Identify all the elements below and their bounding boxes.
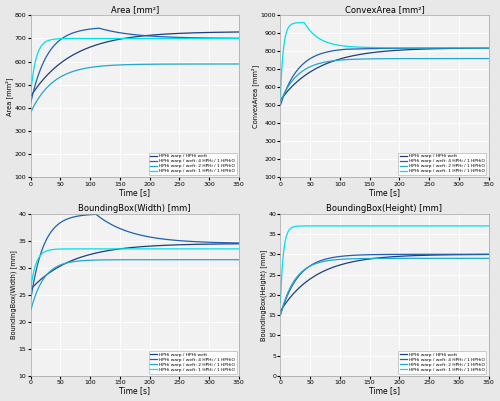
X-axis label: Time [s]: Time [s] <box>119 387 150 395</box>
Y-axis label: BoundingBox(Width) [mm]: BoundingBox(Width) [mm] <box>10 250 17 339</box>
X-axis label: Time [s]: Time [s] <box>119 188 150 197</box>
Title: BoundingBox(Width) [mm]: BoundingBox(Width) [mm] <box>78 204 191 213</box>
Title: Area [mm²]: Area [mm²] <box>110 6 159 14</box>
Y-axis label: ConvexArea [mm²]: ConvexArea [mm²] <box>252 65 260 128</box>
Legend: HPHi warp / HPHi weft, HPHi warp / weft: 4 HPHi / 1 HPHiO, HPHi warp / weft: 2 H: HPHi warp / HPHi weft, HPHi warp / weft:… <box>148 153 236 175</box>
Legend: HPHi warp / HPHi weft, HPHi warp / weft: 4 HPHi / 1 HPHiO, HPHi warp / weft: 2 H: HPHi warp / HPHi weft, HPHi warp / weft:… <box>398 351 486 374</box>
X-axis label: Time [s]: Time [s] <box>369 188 400 197</box>
X-axis label: Time [s]: Time [s] <box>369 387 400 395</box>
Y-axis label: BoundingBox(Height) [mm]: BoundingBox(Height) [mm] <box>260 249 267 340</box>
Legend: HPHi warp / HPHi weft, HPHi warp / weft: 4 HPHi / 1 HPHiO, HPHi warp / weft: 2 H: HPHi warp / HPHi weft, HPHi warp / weft:… <box>398 153 486 175</box>
Y-axis label: Area [mm²]: Area [mm²] <box>6 77 14 115</box>
Title: ConvexArea [mm²]: ConvexArea [mm²] <box>344 6 424 14</box>
Legend: HPHi warp / HPHi weft, HPHi warp / weft: 4 HPHi / 1 HPHiO, HPHi warp / weft: 2 H: HPHi warp / HPHi weft, HPHi warp / weft:… <box>148 351 236 374</box>
Title: BoundingBox(Height) [mm]: BoundingBox(Height) [mm] <box>326 204 442 213</box>
